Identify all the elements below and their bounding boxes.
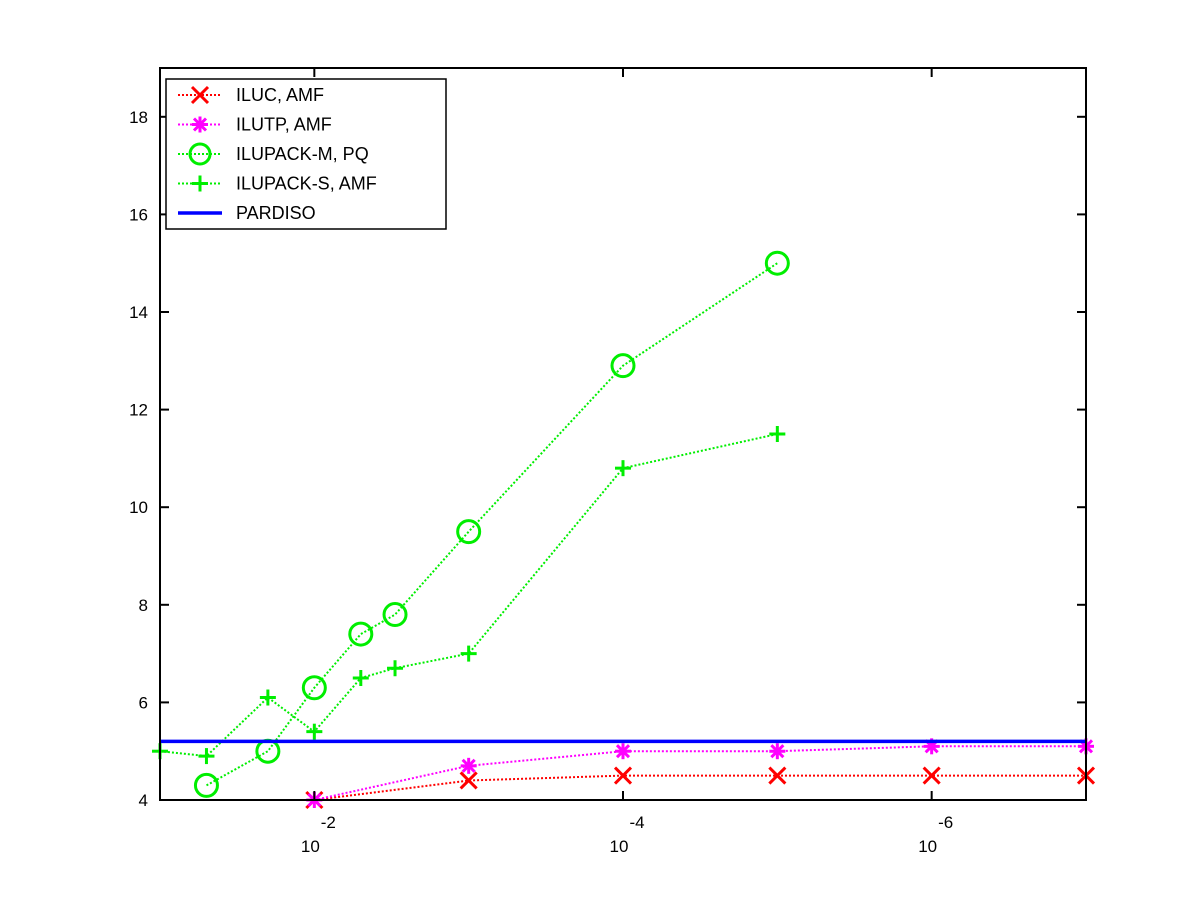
x-tick-exponent: -6	[938, 813, 953, 832]
marker-stroke	[193, 772, 219, 798]
data-point-2-5	[456, 519, 482, 545]
x-tick-exponent: -4	[629, 813, 644, 832]
legend-entry-4: PARDISO	[178, 203, 316, 223]
data-point-2-7	[764, 250, 790, 276]
legend-entry-2: ILUPACK-M, PQ	[178, 142, 369, 166]
legend-marker	[192, 175, 208, 192]
x-tick-exponent: -2	[321, 813, 336, 832]
data-point-2-3	[348, 621, 374, 647]
data-point-1-2	[615, 743, 631, 760]
legend-label: ILUPACK-S, AMF	[236, 174, 377, 194]
legend-marker	[188, 142, 212, 166]
legend-marker	[190, 85, 210, 105]
legend-entry-1: ILUTP, AMF	[178, 115, 332, 135]
legend: ILUC, AMF ILUTP, AMF ILUPACK-M, PQ ILUPACK-…	[165, 78, 447, 230]
data-point-0-2	[613, 766, 633, 785]
marker-stroke	[768, 766, 787, 785]
data-point-2-6	[610, 353, 636, 379]
legend-box	[165, 78, 447, 230]
marker-stroke	[613, 766, 633, 785]
y-tick-label: 8	[139, 596, 148, 615]
marker-stroke	[456, 519, 482, 545]
marker-stroke	[188, 142, 212, 166]
legend-label: PARDISO	[236, 203, 316, 223]
data-point-3-6	[460, 645, 477, 662]
data-point-1-3	[769, 743, 786, 760]
legend-marker	[192, 116, 208, 133]
data-point-0-1	[459, 771, 478, 790]
series-3	[152, 426, 786, 765]
y-tick-label: 14	[129, 303, 148, 322]
data-point-2-0	[193, 772, 219, 798]
y-tick-label: 12	[129, 401, 148, 420]
data-point-3-2	[259, 689, 276, 706]
data-point-3-8	[769, 426, 786, 442]
marker-stroke	[192, 117, 208, 132]
data-point-0-4	[922, 766, 941, 785]
marker-stroke	[190, 85, 210, 105]
marker-stroke	[348, 621, 374, 647]
y-tick-label: 16	[129, 205, 148, 224]
data-point-3-4	[352, 670, 369, 686]
marker-stroke	[922, 766, 941, 785]
legend-label: ILUC, AMF	[236, 85, 324, 105]
marker-stroke	[461, 758, 476, 773]
y-tick-label: 6	[139, 693, 148, 712]
data-point-3-7	[615, 460, 631, 477]
marker-stroke	[382, 602, 408, 628]
legend-label: ILUPACK-M, PQ	[236, 144, 369, 164]
marker-stroke	[615, 744, 631, 759]
marker-stroke	[459, 771, 478, 790]
y-tick-label: 10	[129, 498, 148, 517]
x-tick-base: 10	[610, 837, 629, 856]
y-tick-label: 4	[139, 791, 148, 810]
data-point-1-1	[460, 757, 477, 774]
data-point-3-3	[306, 723, 323, 740]
data-point-3-1	[198, 748, 215, 765]
marker-stroke	[301, 675, 327, 701]
legend-entry-3: ILUPACK-S, AMF	[178, 174, 377, 194]
marker-stroke	[764, 250, 790, 276]
legend-entry-0: ILUC, AMF	[178, 85, 324, 105]
data-point-2-4	[382, 602, 408, 628]
data-point-3-5	[387, 660, 404, 677]
legend-label: ILUTP, AMF	[236, 115, 332, 135]
series-line-0	[314, 774, 1086, 801]
data-point-2-2	[301, 675, 327, 701]
series-2	[193, 250, 790, 798]
y-tick-label: 18	[129, 108, 148, 127]
x-tick-base: 10	[918, 837, 937, 856]
marker-stroke	[770, 744, 785, 759]
marker-stroke	[610, 353, 636, 379]
data-point-0-3	[768, 766, 787, 785]
x-tick-base: 10	[301, 837, 320, 856]
